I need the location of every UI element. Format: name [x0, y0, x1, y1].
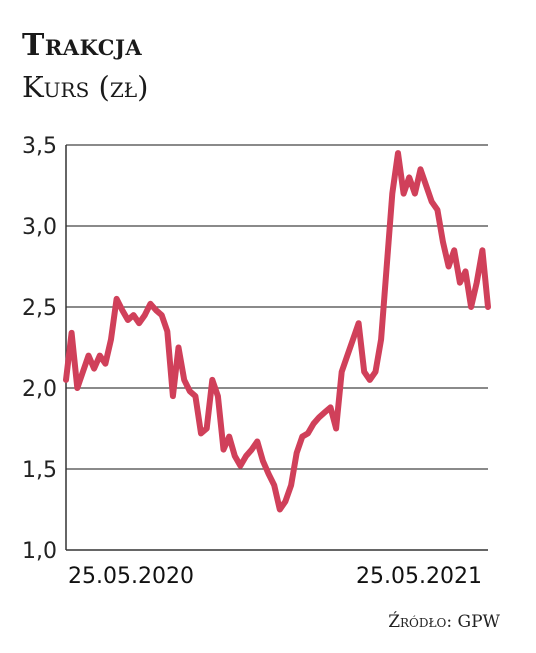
y-tick-label: 1,5	[22, 458, 57, 483]
grid-lines	[65, 144, 488, 551]
y-tick-label: 2,0	[22, 377, 57, 402]
y-tick-label: 3,0	[22, 215, 57, 240]
x-tick-label: 25.05.2021	[356, 564, 482, 589]
source-note: Źródło: GPW	[388, 612, 500, 632]
y-tick-label: 3,5	[22, 134, 57, 159]
y-tick-label: 1,0	[22, 539, 57, 564]
price-line	[63, 150, 491, 513]
chart-title: Trakcja	[22, 28, 143, 63]
chart-subtitle: Kurs (zł)	[22, 70, 149, 104]
y-axis-ticks: 3,5 3,0 2,5 2,0 1,5 1,0	[22, 134, 57, 564]
x-tick-label: 25.05.2020	[68, 564, 194, 589]
series-layer	[63, 150, 491, 513]
x-axis-ticks: 25.05.2020 25.05.2021	[68, 564, 482, 589]
y-tick-label: 2,5	[22, 296, 57, 321]
